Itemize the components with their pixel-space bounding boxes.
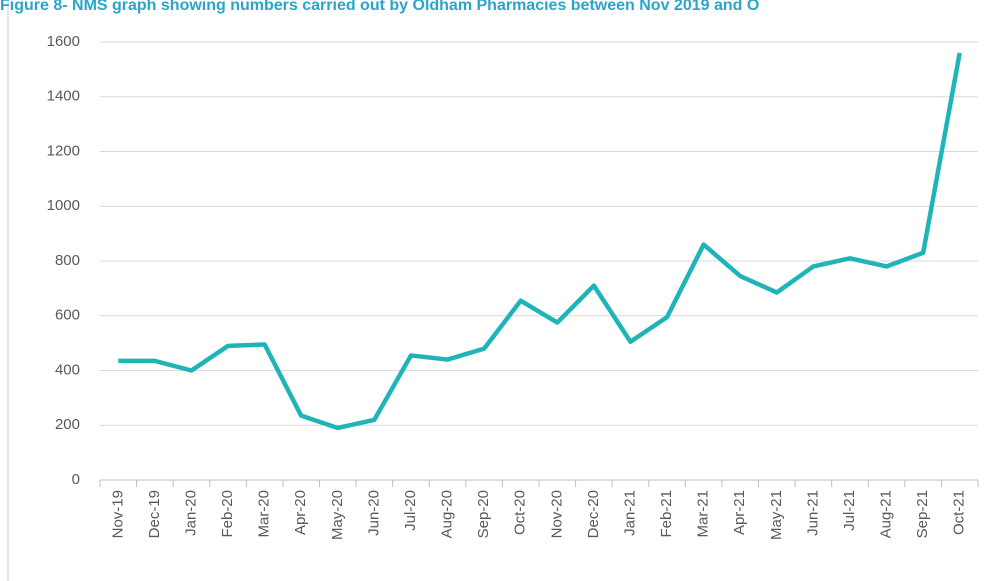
x-tick-label: Jan-20 [182,490,199,536]
x-tick-label: Nov-19 [109,490,126,538]
x-tick-label: Sep-20 [475,490,492,538]
x-tick-label: Aug-20 [439,490,456,538]
y-tick-label: 1600 [47,33,80,50]
x-tick-label: Jun-21 [804,490,821,536]
y-tick-label: 200 [55,416,80,433]
x-tick-label: Feb-21 [658,490,675,538]
y-tick-label: 1400 [47,88,80,105]
x-tick-label: Apr-20 [292,490,309,535]
y-tick-label: 1000 [47,197,80,214]
x-tick-label: May-20 [329,490,346,540]
x-tick-label: Jul-21 [841,490,858,531]
y-tick-label: 600 [55,307,80,324]
x-tick-label: Oct-21 [951,490,968,535]
x-tick-label: Sep-21 [914,490,931,538]
y-tick-label: 0 [72,471,80,488]
x-tick-label: May-21 [768,490,785,540]
x-tick-label: Mar-21 [695,490,712,538]
x-tick-label: Jun-20 [365,490,382,536]
x-tick-label: Feb-20 [219,490,236,538]
x-tick-label: Aug-21 [878,490,895,538]
y-tick-label: 1200 [47,142,80,159]
x-tick-label: Oct-20 [512,490,529,535]
x-tick-label: Dec-20 [585,490,602,538]
x-tick-label: Jan-21 [621,490,638,536]
data-line [118,52,962,431]
x-tick-label: Mar-20 [256,490,273,538]
chart-title: Figure 8- NMS graph showing numbers carr… [0,0,759,14]
y-tick-label: 400 [55,361,80,378]
x-tick-label: Nov-20 [548,490,565,538]
x-tick-label: Jul-20 [402,490,419,531]
x-tick-label: Dec-19 [146,490,163,538]
x-tick-label: Apr-21 [731,490,748,535]
y-tick-label: 800 [55,252,80,269]
